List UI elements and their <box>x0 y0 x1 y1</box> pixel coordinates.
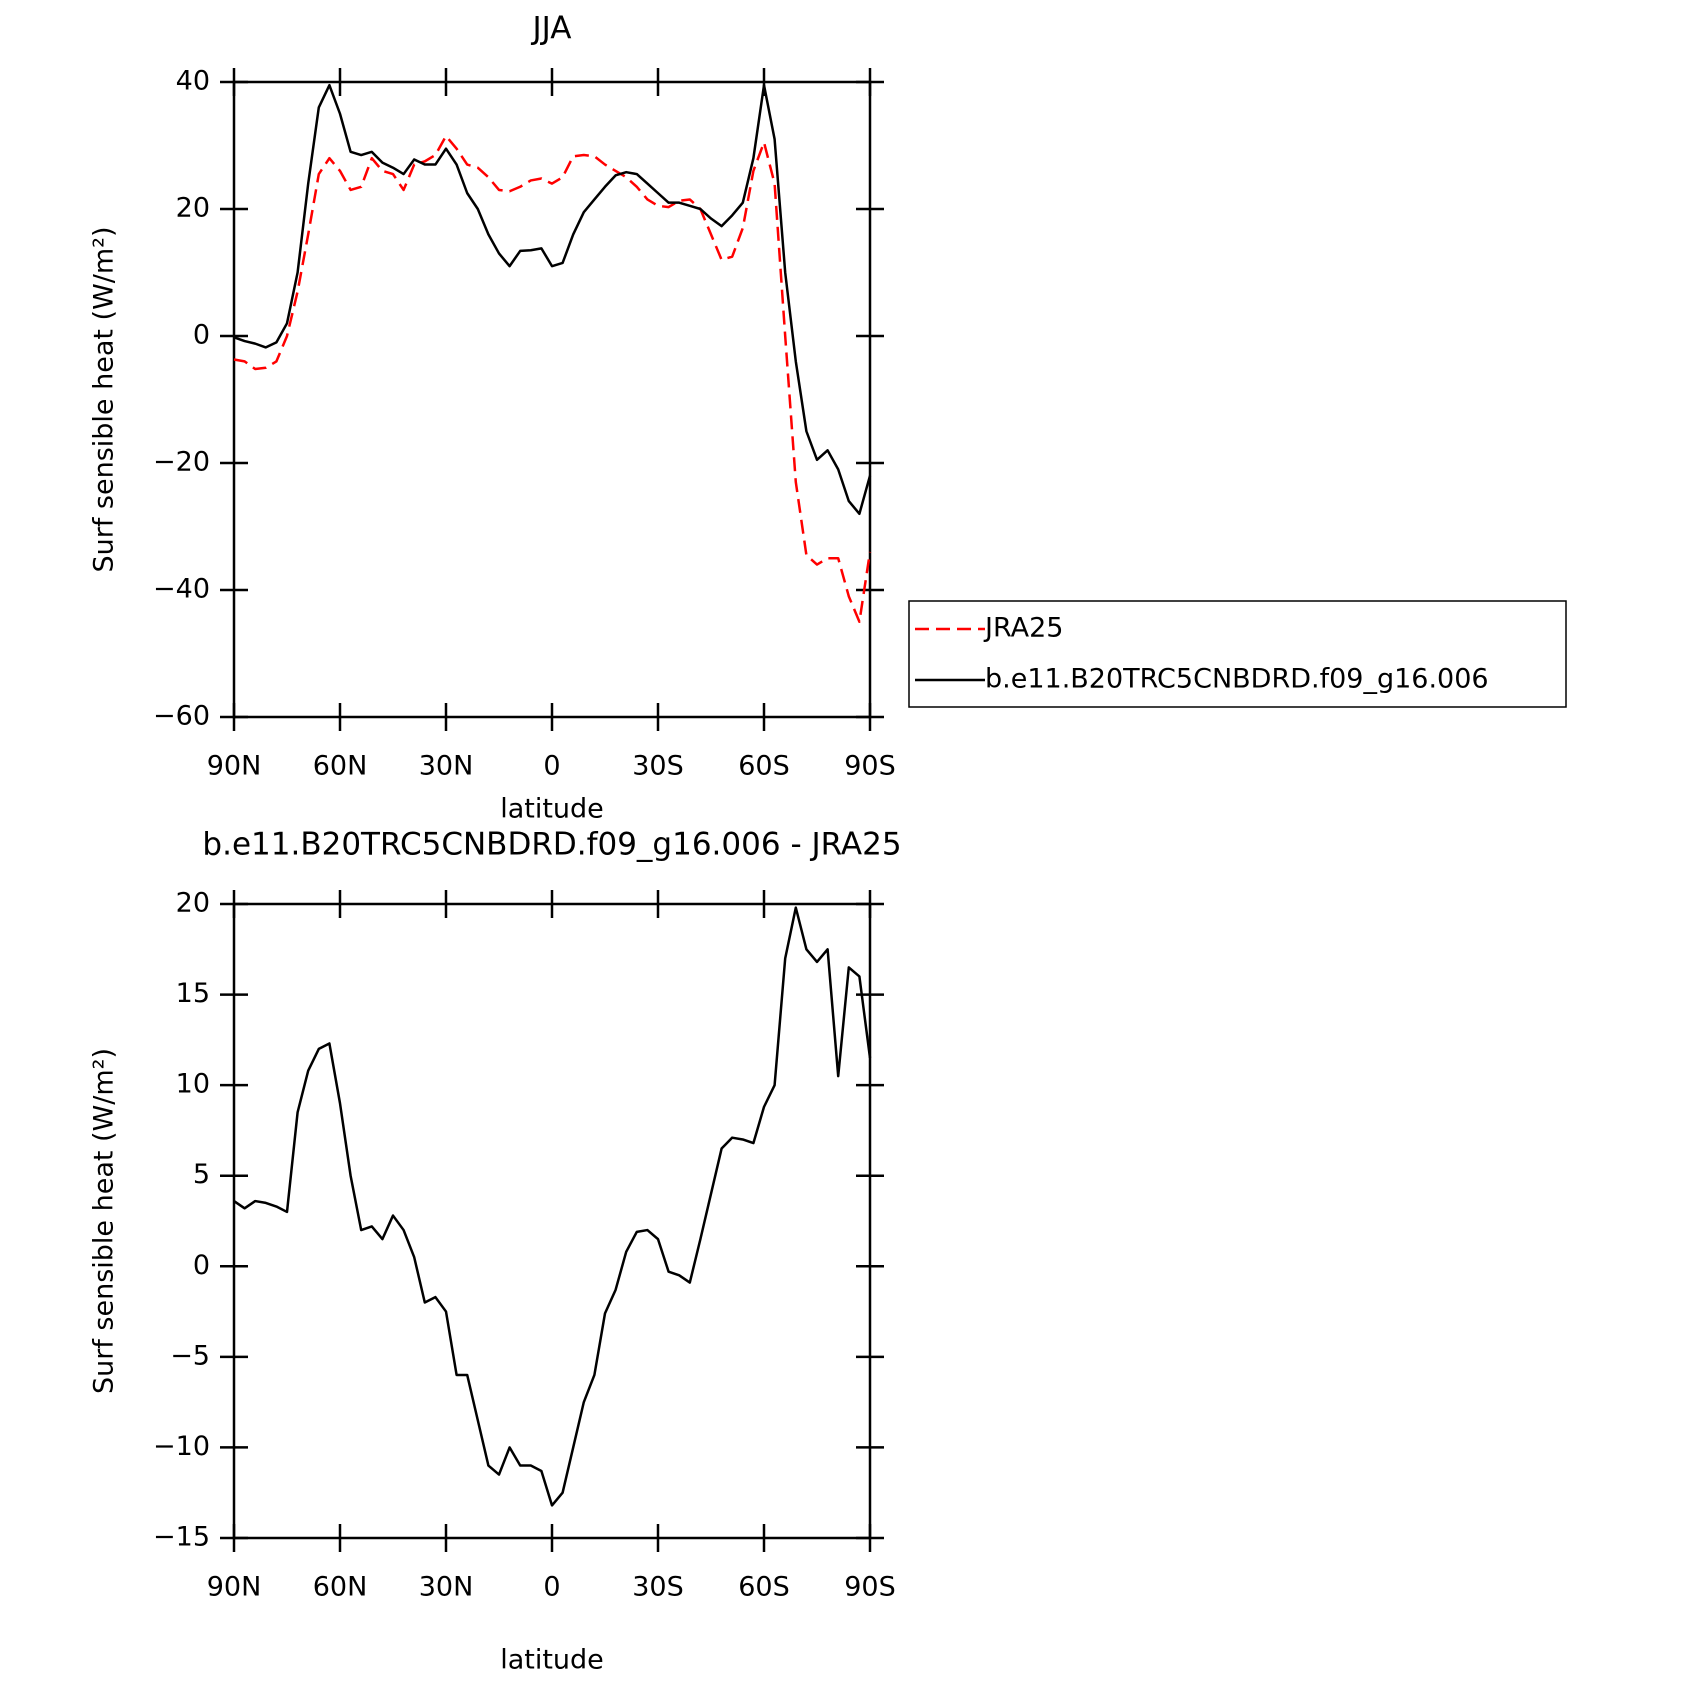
y-tick-label: −20 <box>153 447 210 478</box>
x-tick-label: 60N <box>313 1572 368 1603</box>
y-tick-label: 40 <box>176 66 210 97</box>
y-tick-label: 0 <box>193 1250 210 1281</box>
x-tick-label: 90S <box>844 1572 896 1603</box>
plot-frame <box>232 902 872 1540</box>
y-tick-label: 5 <box>193 1159 210 1190</box>
x-tick-label: 30N <box>419 1572 474 1603</box>
y-tick-label: −5 <box>170 1340 210 1371</box>
x-tick-label: 30N <box>419 751 474 782</box>
chart-title: JJA <box>531 11 572 47</box>
y-tick-label: 15 <box>176 978 210 1009</box>
legend-box <box>908 600 1567 708</box>
x-tick-label: 60S <box>738 1572 790 1603</box>
y-tick-label: 0 <box>193 320 210 351</box>
y-axis-label: Surf sensible heat (W/m²) <box>89 1048 120 1394</box>
y-tick-label: −15 <box>153 1522 210 1553</box>
plot-frame <box>232 80 872 719</box>
legend-label: JRA25 <box>983 613 1063 644</box>
x-tick-label: 0 <box>543 1572 560 1603</box>
x-tick-label: 30S <box>632 1572 684 1603</box>
y-tick-label: 10 <box>176 1069 210 1100</box>
x-tick-label: 0 <box>543 751 560 782</box>
y-tick-label: 20 <box>176 888 210 919</box>
y-tick-label: −60 <box>153 701 210 732</box>
data-line <box>233 83 872 516</box>
x-tick-label: 90N <box>207 751 262 782</box>
data-line <box>233 134 872 623</box>
y-tick-label: 20 <box>176 193 210 224</box>
x-tick-label: 30S <box>632 751 684 782</box>
y-tick-label: −40 <box>153 574 210 605</box>
x-tick-label: 60N <box>313 751 368 782</box>
chart-title: b.e11.B20TRC5CNBDRD.f09_g16.006 - JRA25 <box>202 827 901 863</box>
x-axis-label: latitude <box>500 1645 604 1676</box>
legend-label: b.e11.B20TRC5CNBDRD.f09_g16.006 <box>985 664 1489 695</box>
data-line <box>233 906 872 1507</box>
x-tick-label: 90S <box>844 751 896 782</box>
x-axis-label: latitude <box>500 794 604 825</box>
y-axis-label: Surf sensible heat (W/m²) <box>89 226 120 572</box>
x-tick-label: 90N <box>207 1572 262 1603</box>
y-tick-label: −10 <box>153 1431 210 1462</box>
x-tick-label: 60S <box>738 751 790 782</box>
